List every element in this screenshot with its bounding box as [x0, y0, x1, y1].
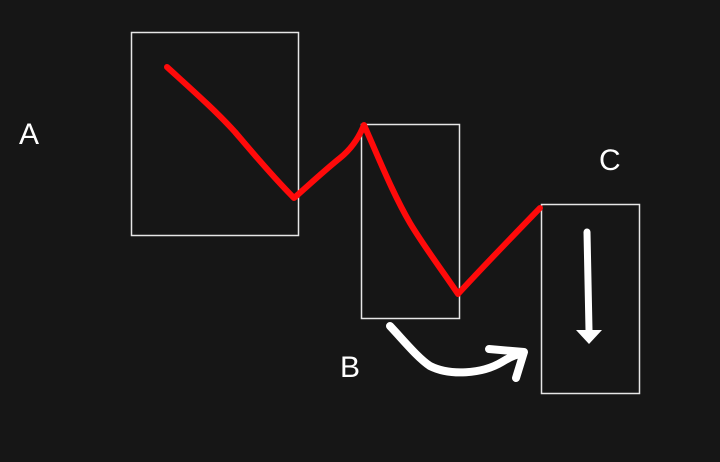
- curved-arrow-icon: [386, 322, 528, 382]
- price-line: [164, 64, 543, 297]
- box-c: [540, 203, 641, 395]
- box-a: [130, 31, 300, 237]
- label-c: C: [599, 144, 621, 177]
- label-b: B: [340, 351, 360, 384]
- label-a: A: [19, 118, 39, 151]
- box-b: [360, 123, 461, 320]
- down-arrow-icon: [576, 228, 602, 344]
